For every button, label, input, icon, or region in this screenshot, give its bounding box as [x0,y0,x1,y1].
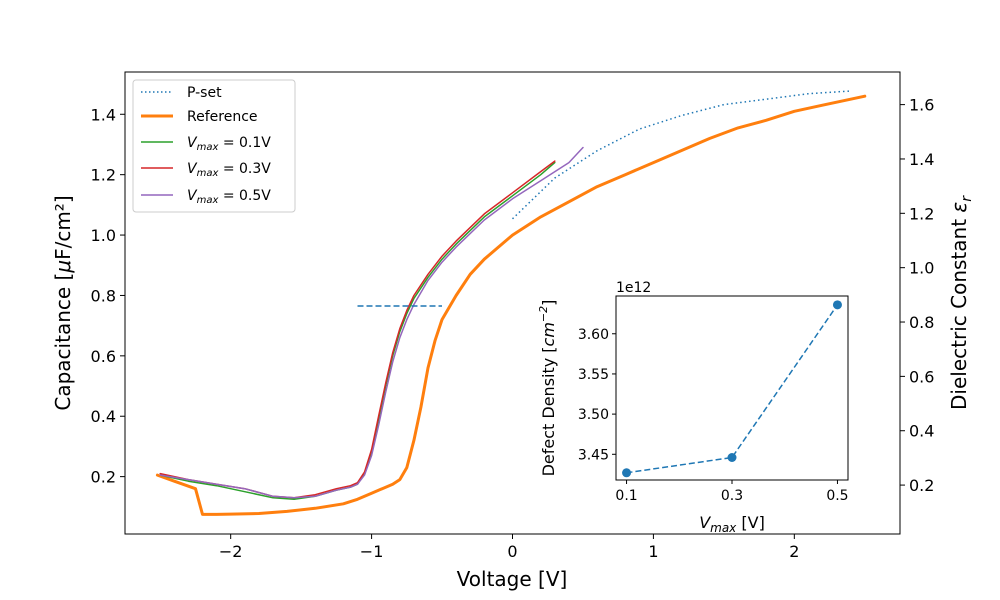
inset-y-tick-label: 3.45 [578,447,609,463]
series-line-5 [159,146,584,499]
y-tick-label: 0.8 [91,286,116,305]
legend-label-vmax-0.5: Vmax = 0.5V [187,188,271,206]
x-tick-label: 1 [648,542,658,561]
y-right-tick-label: 1.0 [909,259,934,278]
inset-x-tick-label: 0.3 [721,488,743,504]
x-tick-label: 0 [507,542,517,561]
series-line-1 [511,90,851,220]
inset-y-tick-label: 3.50 [578,407,609,423]
x-tick-label: −2 [219,542,243,561]
main-y-axis-right: 0.2 0.4 0.6 0.8 1.0 1.2 1.4 1.6 [900,96,934,495]
legend-frame [132,79,296,213]
y-tick-label: 1.4 [91,105,116,124]
x-tick-label: −1 [360,542,384,561]
legend-label-p-set: P-set [187,85,222,101]
inset-x-tick-label: 0.5 [826,488,848,504]
series-line-2 [155,94,867,516]
inset-series-line [626,304,839,474]
main-x-axis: −2 −1 0 1 2 [219,534,799,561]
main-x-axis-label: Voltage [V] [457,567,568,591]
inset-plot-series [622,300,842,478]
main-plot-series [155,90,867,516]
inset-x-tick-label: 0.1 [615,488,637,504]
inset-y-axis: 3.45 3.50 3.55 3.60 [578,327,616,463]
y-tick-label: 0.2 [91,468,116,487]
y-tick-label: 1.2 [91,166,116,185]
y-right-tick-label: 0.8 [909,313,934,332]
inset-x-axis-label: Vmax [V] [699,513,765,535]
legend: P-set Reference Vmax = 0.1V Vmax = 0.3V … [132,79,296,213]
y-tick-label: 0.4 [91,407,116,426]
inset-y-tick-label: 3.60 [578,327,609,343]
legend-label-reference: Reference [187,109,258,125]
legend-label-vmax-0.1: Vmax = 0.1V [187,135,271,153]
legend-label-vmax-0.3: Vmax = 0.3V [187,161,271,179]
inset-offset-text: 1e12 [616,280,651,296]
main-y-axis-label: Capacitance [μF/cm²] [51,195,75,410]
y-tick-label: 1.0 [91,226,116,245]
main-y-axis-right-label: Dielectric Constant εr [947,195,975,410]
y-right-tick-label: 0.6 [909,367,934,386]
inset-x-axis: 0.1 0.3 0.5 [615,480,849,504]
y-tick-label: 0.6 [91,347,116,366]
x-tick-label: 2 [789,542,799,561]
main-y-axis-left: 0.2 0.4 0.6 0.8 1.0 1.2 1.4 [91,105,125,487]
inset-data-point [622,468,632,478]
y-right-tick-label: 0.2 [909,476,934,495]
inset-background [616,296,848,480]
y-right-tick-label: 0.4 [909,422,934,441]
inset-data-point [727,453,737,463]
y-right-tick-label: 1.2 [909,204,934,223]
y-right-tick-label: 1.6 [909,96,934,115]
inset-y-tick-label: 3.55 [578,367,609,383]
y-right-tick-label: 1.4 [909,150,934,169]
inset-data-point [832,300,842,310]
inset-y-axis-label: Defect Density [cm−2] [537,300,558,477]
